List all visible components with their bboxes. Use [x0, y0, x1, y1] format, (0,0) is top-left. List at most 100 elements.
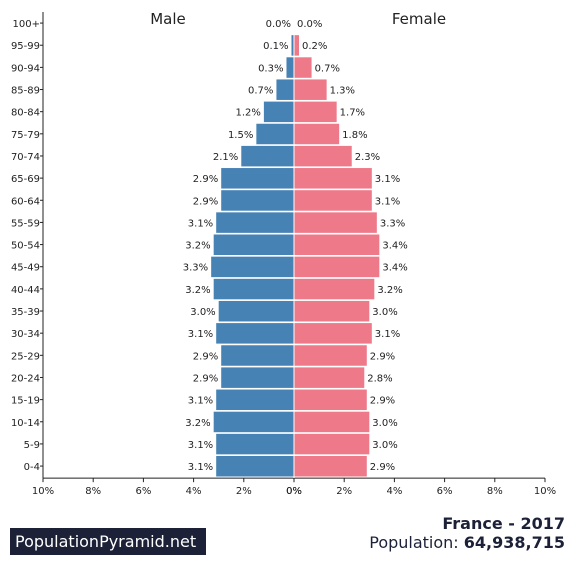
male-value-label: 3.3% — [183, 263, 208, 274]
female-value-label: 3.2% — [377, 285, 402, 296]
female-bar-75-79 — [294, 123, 340, 145]
x-tick-label: 2% — [336, 486, 352, 497]
male-value-label: 0.0% — [266, 19, 291, 30]
female-value-label: 3.0% — [372, 307, 397, 318]
male-bar-80-84 — [263, 101, 294, 123]
age-group-label: 40-44 — [11, 285, 40, 296]
female-bar-90-94 — [294, 57, 312, 78]
male-value-label: 2.9% — [193, 351, 218, 362]
female-bar-35-39 — [294, 300, 370, 322]
age-group-label: 100+ — [13, 19, 40, 30]
female-value-label: 0.7% — [315, 63, 340, 74]
male-value-label: 3.1% — [188, 462, 213, 473]
male-bar-0-4 — [216, 456, 294, 477]
male-value-label: 3.1% — [188, 218, 213, 229]
age-group-label: 50-54 — [11, 241, 40, 252]
male-series-label: Male — [150, 10, 186, 28]
female-value-label: 3.1% — [375, 196, 400, 207]
male-value-label: 3.2% — [185, 241, 210, 252]
female-value-label: 3.0% — [372, 440, 397, 451]
female-value-label: 3.4% — [382, 263, 407, 274]
male-bar-20-24 — [221, 367, 294, 388]
male-value-label: 1.5% — [228, 130, 253, 141]
x-tick-label: 8% — [85, 486, 101, 497]
female-bar-5-9 — [294, 433, 370, 455]
male-bar-85-89 — [276, 79, 294, 100]
female-value-label: 3.1% — [375, 174, 400, 185]
male-value-label: 0.3% — [258, 63, 283, 74]
female-bar-60-64 — [294, 190, 372, 211]
female-value-label: 3.3% — [380, 218, 405, 229]
female-value-label: 0.0% — [297, 19, 322, 30]
female-bar-50-54 — [294, 234, 380, 255]
male-bar-75-79 — [256, 123, 294, 145]
female-bar-80-84 — [294, 101, 337, 123]
female-value-label: 2.9% — [370, 351, 395, 362]
male-value-label: 3.1% — [188, 329, 213, 340]
x-tick-label: 8% — [487, 486, 503, 497]
age-group-label: 30-34 — [11, 329, 40, 340]
x-tick-label: 4% — [386, 486, 402, 497]
male-bar-55-59 — [216, 212, 294, 233]
age-group-label: 15-19 — [11, 396, 40, 407]
female-value-label: 2.8% — [367, 373, 392, 384]
female-value-label: 1.8% — [342, 130, 367, 141]
female-value-label: 0.2% — [302, 41, 327, 52]
male-bar-70-74 — [241, 145, 294, 167]
male-bar-90-94 — [286, 57, 294, 78]
female-bar-10-14 — [294, 411, 370, 433]
male-value-label: 2.9% — [193, 174, 218, 185]
population-pyramid-chart: Male Female 0.0% 0.0% 100+ 0.1% 0.2% 95-99 0.3… — [11, 10, 556, 497]
female-series-label: Female — [392, 10, 446, 28]
age-group-label: 80-84 — [11, 108, 40, 119]
female-bar-55-59 — [294, 212, 377, 233]
female-value-label: 1.7% — [340, 108, 365, 119]
age-group-label: 5-9 — [24, 440, 40, 451]
male-bar-50-54 — [213, 234, 294, 255]
male-bar-10-14 — [213, 411, 294, 433]
female-value-label: 3.0% — [372, 418, 397, 429]
x-tick-label: 10% — [32, 486, 54, 497]
x-tick-label: 4% — [186, 486, 202, 497]
male-value-label: 2.9% — [193, 373, 218, 384]
female-value-label: 1.3% — [330, 86, 355, 97]
female-bar-85-89 — [294, 79, 327, 100]
x-tick-label: 6% — [135, 486, 151, 497]
male-value-label: 0.7% — [248, 86, 273, 97]
population-line: Population: 64,938,715 — [369, 533, 565, 552]
male-value-label: 0.1% — [263, 41, 288, 52]
age-group-label: 60-64 — [11, 196, 40, 207]
age-group-label: 25-29 — [11, 351, 40, 362]
population-value: 64,938,715 — [463, 533, 565, 552]
site-brand-text: PopulationPyramid.net — [15, 532, 197, 551]
age-group-label: 55-59 — [11, 218, 40, 229]
age-group-label: 45-49 — [11, 263, 40, 274]
male-value-label: 3.2% — [185, 418, 210, 429]
male-bar-35-39 — [218, 300, 294, 322]
female-value-label: 2.9% — [370, 396, 395, 407]
age-group-label: 75-79 — [11, 130, 40, 141]
age-group-label: 65-69 — [11, 174, 40, 185]
male-value-label: 3.2% — [185, 285, 210, 296]
female-value-label: 3.1% — [375, 329, 400, 340]
female-bar-45-49 — [294, 256, 380, 278]
female-bar-20-24 — [294, 367, 365, 388]
female-bar-40-44 — [294, 278, 375, 300]
country-year-title: France - 2017 — [442, 514, 565, 533]
female-bar-25-29 — [294, 345, 367, 366]
age-group-label: 95-99 — [11, 41, 40, 52]
male-bar-15-19 — [216, 389, 294, 411]
male-value-label: 2.1% — [213, 152, 238, 163]
male-value-label: 1.2% — [235, 108, 260, 119]
male-bar-5-9 — [216, 433, 294, 455]
female-value-label: 2.9% — [370, 462, 395, 473]
female-bar-65-69 — [294, 168, 372, 189]
male-bar-65-69 — [221, 168, 294, 189]
male-value-label: 3.0% — [190, 307, 215, 318]
male-value-label: 3.1% — [188, 440, 213, 451]
female-value-label: 3.4% — [382, 241, 407, 252]
female-value-label: 2.3% — [355, 152, 380, 163]
age-group-label: 10-14 — [11, 418, 40, 429]
female-bar-0-4 — [294, 456, 367, 477]
x-tick-label: 2% — [236, 486, 252, 497]
